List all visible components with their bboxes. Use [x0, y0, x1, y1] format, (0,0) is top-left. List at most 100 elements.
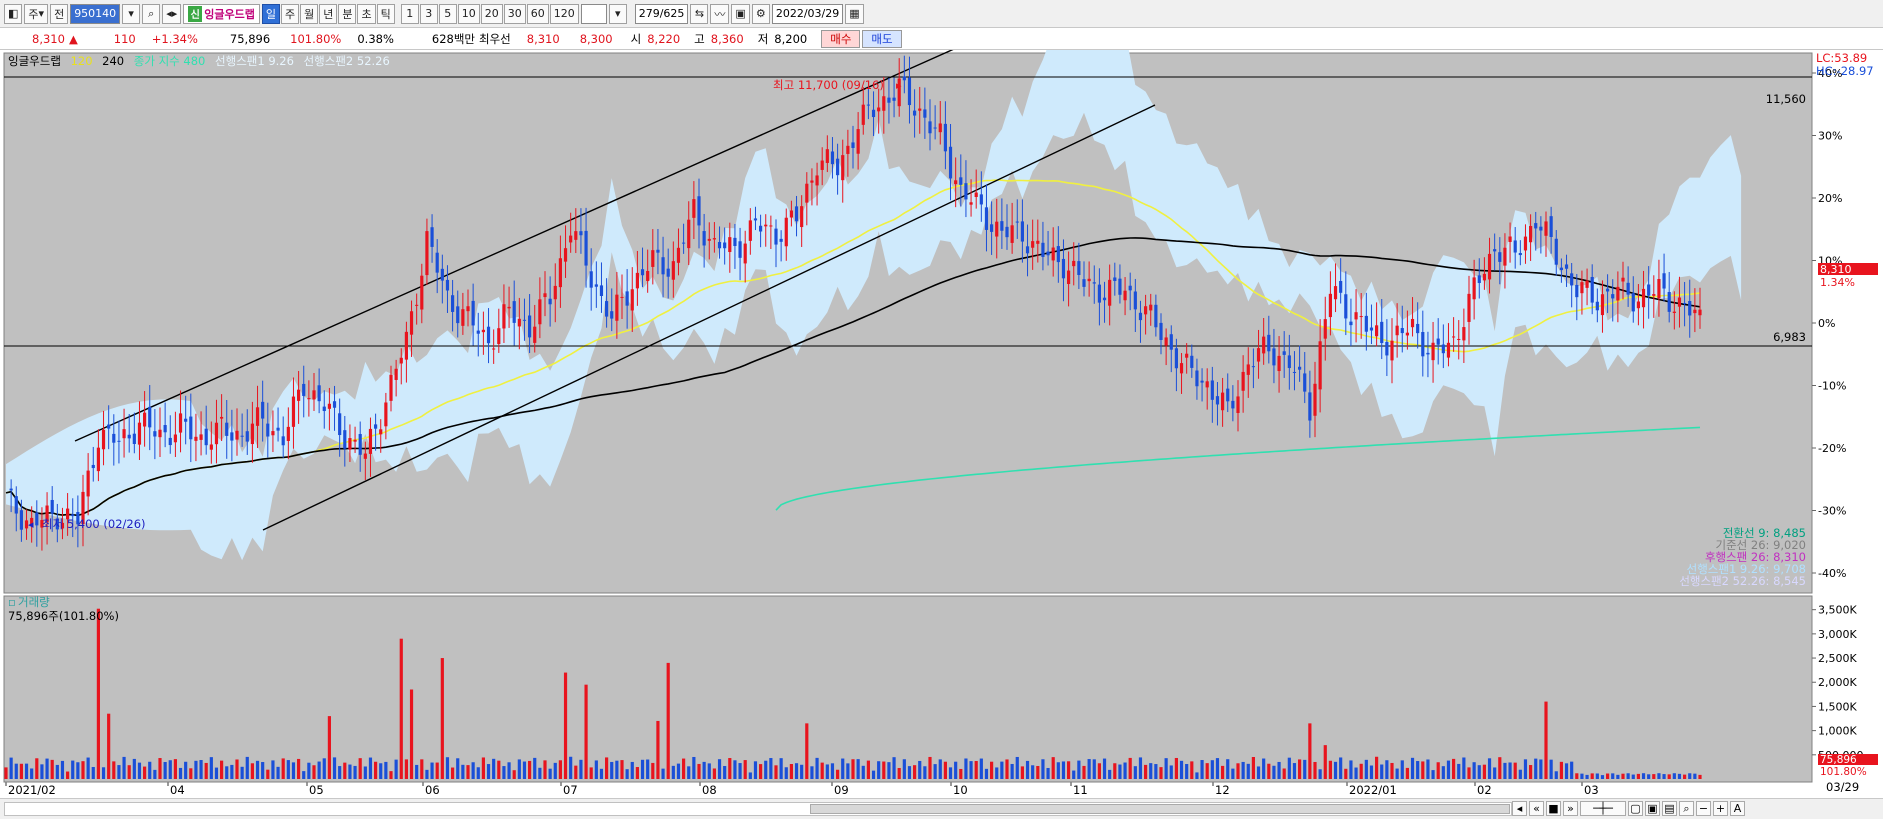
candle-body	[1282, 351, 1286, 355]
volume-bar	[1051, 757, 1055, 779]
code-dropdown-icon[interactable]: ▾	[122, 3, 141, 24]
volume-bars	[4, 608, 1702, 779]
interval-button-4[interactable]: 분	[338, 3, 357, 24]
count-field[interactable]: 279/625	[634, 3, 689, 24]
calendar-icon[interactable]: ▦	[845, 3, 864, 24]
y-tick-label: 0%	[1818, 317, 1835, 330]
fast-forward-icon[interactable]: »	[1563, 801, 1578, 816]
minute-button-5[interactable]: 5	[438, 3, 457, 24]
zoom-in-icon[interactable]: +	[1713, 801, 1728, 816]
candle-body	[404, 331, 408, 360]
volume-bar	[492, 758, 496, 779]
candle-body	[1446, 342, 1451, 358]
chart-type-icon[interactable]: 〰	[710, 3, 730, 24]
zoom-out-icon[interactable]: −	[1696, 801, 1711, 816]
play-back-icon[interactable]: ◂	[1512, 801, 1527, 816]
volume-bar	[846, 763, 850, 779]
period-select[interactable]: 주 ▾	[24, 3, 49, 24]
volume-bar	[1513, 762, 1517, 779]
save-icon[interactable]: ▣	[731, 3, 750, 24]
candle-body	[486, 326, 491, 344]
zoom-icon[interactable]: ⌕	[1679, 801, 1694, 816]
candle-body	[1061, 258, 1066, 279]
stop-icon[interactable]: ■	[1546, 801, 1561, 816]
minute-button-1[interactable]: 1	[400, 3, 419, 24]
minute-custom-input[interactable]	[580, 3, 607, 24]
interval-button-2[interactable]: 월	[300, 3, 319, 24]
volume-bar	[1662, 774, 1666, 779]
volume-bar	[959, 768, 963, 779]
volume-bar	[640, 759, 645, 779]
period-fit-icon[interactable]: ⇆	[690, 3, 709, 24]
zoom-slider-icon[interactable]: ─┼─	[1580, 801, 1626, 816]
candle-body	[168, 437, 172, 446]
minute-button-30[interactable]: 30	[503, 3, 526, 24]
minute-dropdown-icon[interactable]: ▾	[608, 3, 627, 24]
buy-button[interactable]: 매수	[821, 29, 861, 48]
candle-body	[584, 230, 588, 266]
interval-button-0[interactable]: 일	[261, 3, 280, 24]
volume-bar	[1262, 758, 1266, 779]
minute-button-60[interactable]: 60	[526, 3, 549, 24]
hline-upper-label: 11,560	[1766, 92, 1806, 106]
candle-body	[307, 398, 311, 400]
scroll-thumb[interactable]	[810, 804, 1510, 814]
minute-button-10[interactable]: 10	[457, 3, 480, 24]
volume-bar	[445, 757, 450, 779]
layout-icon[interactable]: ◧	[4, 3, 23, 24]
horizontal-scrollbar[interactable]	[4, 802, 1512, 816]
font-icon[interactable]: A	[1730, 801, 1745, 816]
volume-bar	[543, 760, 547, 779]
volume-bar	[420, 759, 424, 779]
volume-bar	[101, 767, 106, 779]
candle-body	[800, 206, 804, 228]
volume-bar	[697, 763, 701, 779]
volume-bar	[1380, 764, 1384, 779]
gear-icon[interactable]: ⚙	[751, 3, 770, 24]
volume-bar	[990, 761, 994, 779]
layout-c-icon[interactable]: ▤	[1662, 801, 1677, 816]
chart-svg[interactable]: 40%30%20%10%0%-10%-20%-30%-40%3,500K3,00…	[0, 50, 1883, 798]
candle-body	[1657, 278, 1661, 299]
candle-body	[1534, 223, 1538, 229]
rewind-icon[interactable]: «	[1529, 801, 1544, 816]
interval-button-1[interactable]: 주	[280, 3, 300, 24]
search-icon[interactable]: ⌕	[142, 3, 161, 24]
history-icon[interactable]: ◂▸	[162, 3, 182, 24]
layout-a-icon[interactable]: ▢	[1628, 801, 1643, 816]
legend-panel: 잉글우드랩 120 240 종가 지수 480 선행스팬1 9.26 선행스팬2…	[8, 54, 390, 68]
volume-bar	[1518, 769, 1522, 779]
volume-bar	[1683, 774, 1687, 779]
date-field[interactable]: 2022/03/29	[771, 3, 844, 24]
stock-code-input[interactable]: 950140	[70, 3, 121, 24]
candle-body	[733, 237, 737, 247]
minute-button-20[interactable]: 20	[480, 3, 503, 24]
sell-button[interactable]: 매도	[862, 29, 902, 48]
candle-body	[194, 436, 198, 441]
interval-button-6[interactable]: 틱	[376, 3, 395, 24]
volume-bar	[1636, 773, 1640, 779]
candle-body	[717, 242, 722, 249]
layout-b-icon[interactable]: ▣	[1645, 801, 1660, 816]
minute-button-120[interactable]: 120	[549, 3, 579, 24]
candle-body	[1585, 280, 1589, 288]
candle-body	[415, 304, 419, 306]
jeon-button[interactable]: 전	[50, 3, 69, 24]
volume-bar	[728, 758, 732, 779]
candle-body	[671, 261, 675, 280]
candle-body	[1277, 355, 1281, 372]
stock-name-field[interactable]: 신 잉글우드랩	[183, 3, 260, 24]
volume-bar	[430, 762, 434, 779]
interval-button-5[interactable]: 초	[357, 3, 376, 24]
candle-body	[286, 426, 290, 441]
candle-body	[1544, 221, 1548, 236]
candle-body	[255, 407, 260, 426]
candle-body	[1144, 306, 1148, 315]
minute-button-3[interactable]: 3	[419, 3, 438, 24]
volume-bar	[1493, 767, 1497, 779]
volume-bar	[1559, 761, 1563, 779]
interval-button-3[interactable]: 년	[319, 3, 338, 24]
candle-body	[615, 294, 619, 321]
volume-bar	[630, 761, 634, 779]
candle-body	[420, 275, 424, 310]
